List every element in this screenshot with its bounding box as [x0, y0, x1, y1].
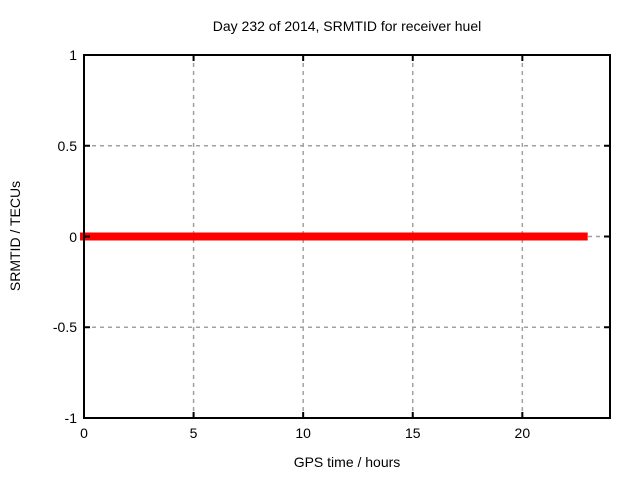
- y-tick-label: 1: [69, 47, 77, 63]
- y-tick-label: 0: [69, 228, 77, 245]
- y-tick-label: 0.5: [57, 137, 77, 154]
- x-tick-label: 10: [295, 425, 311, 441]
- x-tick-label: 15: [404, 425, 421, 441]
- x-axis-label: GPS time / hours: [293, 454, 401, 470]
- x-tick-label: 0: [80, 425, 88, 441]
- x-tick-label: 20: [514, 425, 531, 441]
- chart-title: Day 232 of 2014, SRMTID for receiver hue…: [212, 18, 482, 34]
- y-tick-label: -1: [64, 410, 77, 426]
- y-tick-label: -0.5: [52, 319, 77, 336]
- x-tick-label: 5: [189, 425, 198, 441]
